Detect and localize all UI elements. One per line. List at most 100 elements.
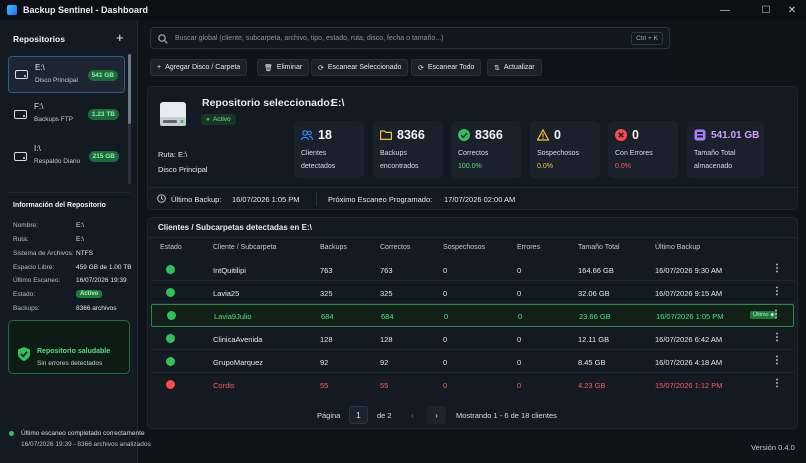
- page-input[interactable]: 1: [349, 406, 368, 424]
- more-options-icon[interactable]: ⋮: [771, 309, 781, 320]
- add-disk-button[interactable]: + Agregar Disco / Carpeta: [150, 59, 248, 76]
- prev-page-button[interactable]: ‹: [403, 406, 422, 424]
- sync-icon: ⇅: [494, 64, 500, 72]
- info-label: Ruta:: [13, 236, 29, 243]
- table-row[interactable]: Lavia25 325 325 0 0 32.06 GB 16/07/2026 …: [151, 282, 794, 304]
- active-badge-text: Activo: [212, 116, 231, 123]
- divider: [148, 187, 797, 188]
- col-header-status[interactable]: Estado: [160, 244, 182, 251]
- chevron-left-icon: ‹: [411, 410, 414, 420]
- repo-size-badge: 215 GB: [88, 151, 119, 162]
- info-label: Espacio Libre:: [13, 264, 55, 271]
- repo-item-e[interactable]: E:\ Disco Principal 541 GB: [8, 56, 125, 93]
- col-header-correct[interactable]: Correctos: [380, 244, 411, 251]
- stat-value: 8366: [397, 128, 425, 142]
- scan-selected-button[interactable]: ⟳ Escanear Seleccionado: [311, 59, 409, 76]
- update-button[interactable]: ⇅ Actualizar: [487, 59, 542, 76]
- selected-repo-label: Repositorio seleccionado:: [202, 97, 334, 109]
- stat-backups: 8366 Backups encontrados: [373, 121, 443, 178]
- correct-count: 684: [381, 312, 394, 321]
- add-disk-label: Agregar Disco / Carpeta: [165, 64, 241, 71]
- suspicious-count: 0: [444, 312, 449, 321]
- backups-count: 763: [320, 266, 333, 275]
- title-bar: Backup Sentinel - Dashboard — ☐ ✕: [0, 0, 806, 20]
- col-header-last-backup[interactable]: Último Backup: [655, 244, 701, 251]
- last-backup: 16/07/2026 9:30 AM: [655, 266, 723, 275]
- page-number: 1: [356, 410, 361, 420]
- errors-count: 0: [518, 312, 523, 321]
- drive-icon: [160, 102, 186, 126]
- selected-repo-name: E:\: [331, 97, 345, 109]
- repo-size-badge: 1.23 TB: [87, 109, 119, 120]
- health-title: Repositorio saludable: [37, 348, 111, 355]
- stat-percent: 100.0%: [458, 163, 482, 170]
- maximize-button[interactable]: ☐: [761, 4, 771, 16]
- repo-info-panel: [8, 192, 130, 312]
- info-label: Sistema de Archivos:: [13, 250, 74, 257]
- correct-count: 763: [380, 266, 393, 275]
- stat-label: Sospechosos: [537, 150, 580, 157]
- status-badge-text: Activo: [76, 290, 103, 298]
- search-icon: [158, 34, 168, 44]
- table-row[interactable]: ClinicaAvenida 128 128 0 0 12.11 GB 16/0…: [151, 328, 794, 350]
- repo-label: Backups FTP: [34, 116, 74, 123]
- more-options-icon[interactable]: ⋮: [772, 355, 782, 366]
- col-header-errors[interactable]: Errores: [517, 244, 540, 251]
- repo-scrollbar-thumb[interactable]: [128, 54, 131, 124]
- shield-check-icon: [18, 347, 30, 361]
- col-header-client[interactable]: Cliente / Subcarpeta: [213, 244, 277, 251]
- repo-name: F:\: [34, 102, 44, 111]
- refresh-icon: ⟳: [418, 64, 424, 72]
- divider: [148, 237, 797, 238]
- errors-count: 0: [517, 358, 522, 367]
- stat-value: 541.01 GB: [711, 130, 760, 141]
- global-search[interactable]: Buscar global (cliente, subcarpeta, arch…: [150, 27, 670, 49]
- last-backup-value: 16/07/2026 1:05 PM: [232, 195, 300, 204]
- col-header-suspicious[interactable]: Sospechosos: [443, 244, 486, 251]
- repo-item-f[interactable]: F:\ Backups FTP 1.23 TB: [8, 96, 125, 133]
- page-total: de 2: [377, 411, 392, 420]
- chevron-right-icon: ›: [435, 410, 438, 420]
- table-row[interactable]: Cordis 55 55 0 0 4.23 GB 15/07/2026 1:12…: [151, 374, 794, 396]
- hard-drive-icon: [14, 152, 27, 161]
- info-label: Último Escaneo:: [13, 277, 61, 284]
- more-options-icon[interactable]: ⋮: [772, 263, 782, 274]
- next-page-button[interactable]: ›: [427, 406, 446, 424]
- minimize-button[interactable]: —: [720, 4, 730, 16]
- client-name: ClinicaAvenida: [213, 335, 263, 344]
- error-circle-icon: [615, 129, 627, 141]
- stat-correct: 8366 Correctos 100.0%: [451, 121, 521, 178]
- more-options-icon[interactable]: ⋮: [772, 286, 782, 297]
- backups-count: 128: [320, 335, 333, 344]
- col-header-size[interactable]: Tamaño Total: [578, 244, 620, 251]
- correct-count: 325: [380, 289, 393, 298]
- delete-button[interactable]: 🗑 Eliminar: [257, 59, 310, 76]
- refresh-icon: ⟳: [318, 64, 324, 72]
- clock-icon: [157, 194, 166, 203]
- client-name: Lavia25: [213, 289, 240, 298]
- repo-item-i[interactable]: I:\ Respaldo Diario 215 GB: [8, 138, 125, 175]
- info-value: E:\: [76, 236, 84, 243]
- table-row[interactable]: GrupoMarquez 92 92 0 0 8.45 GB 16/07/202…: [151, 351, 794, 373]
- correct-count: 92: [380, 358, 389, 367]
- status-ok-icon: [166, 334, 175, 343]
- backups-count: 92: [320, 358, 329, 367]
- search-input[interactable]: Buscar global (cliente, subcarpeta, arch…: [175, 35, 444, 42]
- backups-count: 325: [320, 289, 333, 298]
- stat-value: 0: [632, 128, 639, 142]
- status-ok-icon: [166, 265, 175, 274]
- more-options-icon[interactable]: ⋮: [772, 332, 782, 343]
- more-options-icon[interactable]: ⋮: [772, 378, 782, 389]
- col-header-backups[interactable]: Backups: [320, 244, 347, 251]
- repo-label: Respaldo Diario: [34, 158, 81, 165]
- table-row[interactable]: IntQuitilipi 763 763 0 0 164.66 GB 16/07…: [151, 259, 794, 281]
- last-backup: 16/07/2026 1:05 PM: [656, 312, 724, 321]
- add-repo-button[interactable]: +: [116, 30, 124, 45]
- app-logo-icon: [7, 5, 17, 15]
- close-button[interactable]: ✕: [787, 4, 797, 16]
- hard-drive-icon: [14, 110, 27, 119]
- table-row-highlighted[interactable]: Lavia9Julio 684 684 0 0 23.66 GB 16/07/2…: [151, 304, 794, 327]
- scan-all-button[interactable]: ⟳ Escanear Todo: [411, 59, 482, 76]
- update-label: Actualizar: [503, 64, 535, 71]
- stat-sublabel: almacenado: [694, 163, 733, 170]
